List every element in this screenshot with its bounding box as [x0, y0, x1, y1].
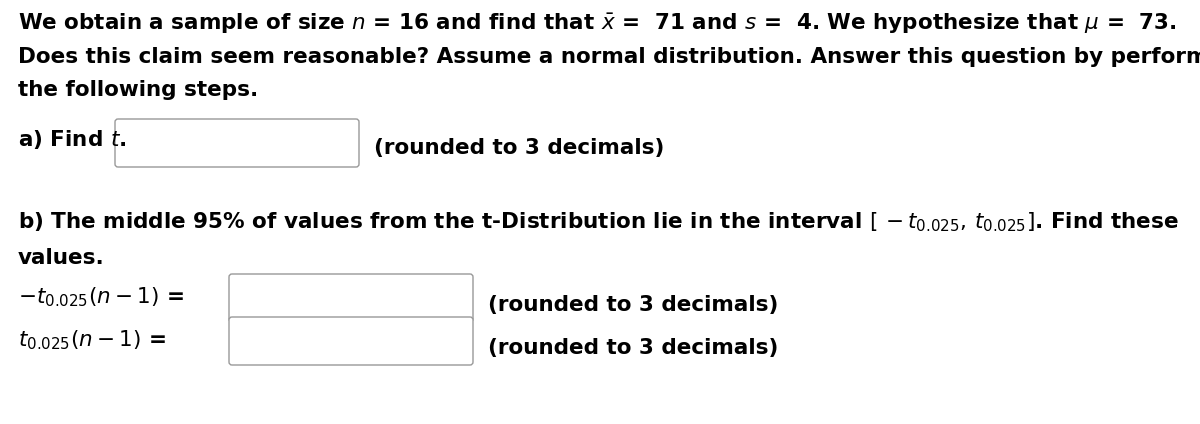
Text: (rounded to 3 decimals): (rounded to 3 decimals): [488, 295, 779, 315]
Text: values.: values.: [18, 248, 104, 268]
FancyBboxPatch shape: [229, 317, 473, 365]
Text: $t_{0.025}(n - 1)$ =: $t_{0.025}(n - 1)$ =: [18, 328, 166, 351]
Text: a) Find $t$.: a) Find $t$.: [18, 128, 126, 151]
Text: (rounded to 3 decimals): (rounded to 3 decimals): [488, 338, 779, 358]
Text: (rounded to 3 decimals): (rounded to 3 decimals): [374, 138, 665, 158]
FancyBboxPatch shape: [229, 274, 473, 322]
Text: b) The middle 95% of values from the t-Distribution lie in the interval $[\,-t_{: b) The middle 95% of values from the t-D…: [18, 210, 1178, 234]
Text: $-t_{0.025}(n - 1)$ =: $-t_{0.025}(n - 1)$ =: [18, 285, 184, 309]
Text: We obtain a sample of size $n$ = 16 and find that $\bar{x}$ =  71 and $s$ =  4. : We obtain a sample of size $n$ = 16 and …: [18, 12, 1177, 36]
Text: the following steps.: the following steps.: [18, 80, 258, 100]
FancyBboxPatch shape: [115, 119, 359, 167]
Text: Does this claim seem reasonable? Assume a normal distribution. Answer this quest: Does this claim seem reasonable? Assume …: [18, 47, 1200, 67]
